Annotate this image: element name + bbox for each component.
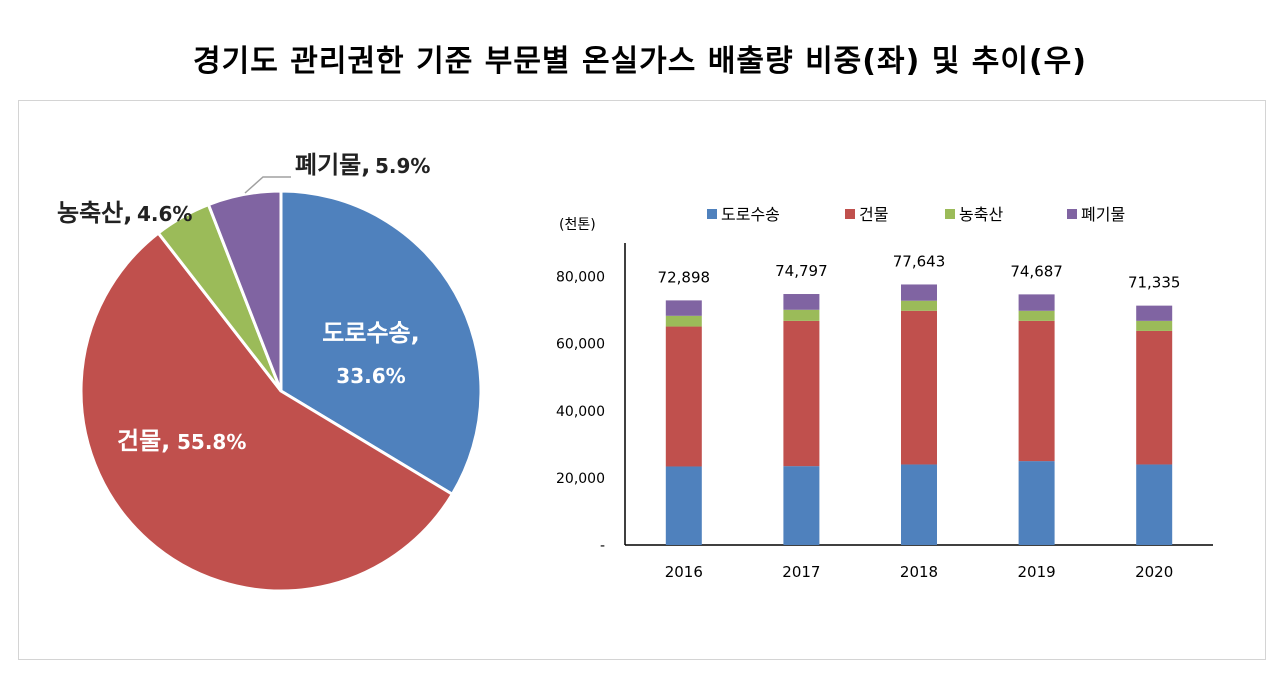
bar-2018-series-1 — [901, 464, 937, 545]
pie-slice-2 — [79, 230, 455, 593]
pie-pct-agri: 4.6% — [137, 202, 192, 226]
y-tick-label-0: - — [600, 538, 605, 554]
legend-label-2: 건물 — [859, 205, 888, 224]
y-tick-label-2: 40,000 — [556, 404, 605, 420]
bar-2017-series-2 — [783, 320, 820, 467]
pie-chart: 도로수송, 33.6% 건물, 55.8% 농축산, 4.6% 폐기물, 5.9% — [57, 151, 483, 593]
total-label-2019: 74,687 — [1010, 262, 1063, 280]
y-unit-label: (천톤) — [559, 217, 596, 233]
x-tick-label-2017: 2017 — [782, 563, 820, 581]
legend-swatch-1 — [707, 209, 717, 219]
x-tick-label-2018: 2018 — [900, 563, 938, 581]
pie-slice-4 — [206, 189, 283, 392]
bar-2018-series-4 — [901, 284, 937, 301]
bar-2020-series-3 — [1136, 320, 1173, 331]
bar-2017-series-3 — [783, 309, 820, 321]
total-label-2017: 74,797 — [775, 262, 828, 280]
bar-2016-series-1 — [665, 466, 702, 545]
charts-svg: 도로수송, 33.6% 건물, 55.8% 농축산, 4.6% 폐기물, 5.9% (천톤) -… — [57, 151, 1213, 593]
pie-pct-road: 33.6% — [336, 364, 405, 388]
pie-label-road: 도로수송, — [322, 319, 419, 347]
bar-2020-series-1 — [1136, 464, 1173, 545]
x-tick-label-2016: 2016 — [665, 563, 703, 581]
y-tick-label-3: 60,000 — [556, 337, 605, 353]
pie-label-waste: 폐기물, — [295, 151, 370, 179]
bar-2019-series-4 — [1018, 294, 1055, 311]
bar-2018-series-3 — [901, 300, 937, 311]
legend-swatch-3 — [945, 209, 955, 219]
bar-2016-series-4 — [665, 300, 702, 316]
pie-slice-1 — [279, 189, 483, 497]
bar-2019-series-2 — [1018, 320, 1055, 462]
x-tick-label-2019: 2019 — [1018, 563, 1056, 581]
y-tick-label-1: 20,000 — [556, 471, 605, 487]
legend-label-3: 농축산 — [959, 205, 1003, 224]
pie-pct-building: 55.8% — [177, 430, 246, 454]
pie-label-agri: 농축산, — [57, 199, 132, 227]
total-label-2018: 77,643 — [893, 252, 946, 270]
chart-panel: 도로수송, 33.6% 건물, 55.8% 농축산, 4.6% 폐기물, 5.9% (천톤) -… — [18, 100, 1266, 660]
stacked-bar-chart: (천톤) - 20,000 40,000 60,000 80,000 72,898 2016 7… — [556, 205, 1213, 581]
pie-pct-waste: 5.9% — [375, 154, 430, 178]
x-tick-label-2020: 2020 — [1135, 563, 1173, 581]
total-label-2016: 72,898 — [658, 268, 711, 286]
bar-2016-series-2 — [665, 326, 702, 467]
bar-2016-series-3 — [665, 315, 702, 327]
y-tick-label-4: 80,000 — [556, 270, 605, 286]
bar-2018-series-2 — [901, 310, 937, 465]
page-title: 경기도 관리권한 기준 부문별 온실가스 배출량 비중(좌) 및 추이(우) — [193, 44, 1087, 79]
bar-2019-series-1 — [1018, 461, 1055, 545]
total-label-2020: 71,335 — [1128, 274, 1181, 292]
pie-leader-line-waste — [244, 176, 291, 194]
bar-2020-series-2 — [1136, 330, 1173, 465]
legend-label-1: 도로수송 — [721, 205, 780, 224]
bar-2017-series-1 — [783, 466, 820, 545]
bar-2017-series-4 — [783, 294, 820, 310]
legend-swatch-2 — [845, 209, 855, 219]
pie-label-building: 건물, — [117, 427, 170, 455]
legend-label-4: 폐기물 — [1081, 205, 1125, 224]
bar-2020-series-4 — [1136, 305, 1173, 321]
bar-2019-series-3 — [1018, 310, 1055, 321]
legend-swatch-4 — [1067, 209, 1077, 219]
